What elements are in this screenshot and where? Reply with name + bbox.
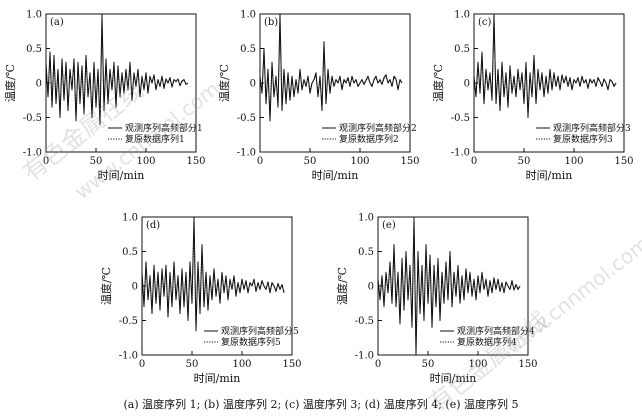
y-axis-title: 温度/℃ [99,267,113,305]
chart-panel-d: 0 50 100 150 -1.0 -0.5 0 0.5 1.0 时间/min 温度/℃ (d) 观测序… [99,213,302,386]
y-tick-label: 1.0 [122,213,138,224]
series-line-observed [141,216,285,332]
chart-panel-c: 0 50 100 150 -1.0 -0.5 0 0.5 1.0 时间/min 温度/℃ (c) 观测序… [431,10,634,183]
legend-entry: 复原数据序列5 [221,336,281,348]
y-tick-label: 1.0 [240,10,256,21]
legend-entry: 观测序列高频部分3 [553,122,631,134]
x-tick-label: 0 [43,156,49,167]
x-tick-label: 100 [136,156,155,167]
y-tick-label: -0.5 [451,113,470,124]
x-axis-title: 时间/min [98,169,145,182]
y-tick-label: 0 [464,79,470,90]
x-tick-label: 0 [471,156,477,167]
y-tick-label: 1.0 [26,10,42,21]
x-tick-label: 150 [614,156,633,167]
x-tick-label: 0 [375,359,381,370]
x-tick-label: 0 [139,359,145,370]
legend-entry: 复原数据序列1 [125,133,185,145]
y-tick-label: -0.5 [237,113,256,124]
panel-label: (c) [478,17,492,28]
x-axis-title: 时间/min [194,372,241,385]
figure-caption: (a) 温度序列 1; (b) 温度序列 2; (c) 温度序列 3; (d) … [123,398,519,411]
legend-entry: 观测序列高频部分4 [457,325,535,337]
series-line-observed [45,13,189,125]
x-tick-label: 50 [422,359,435,370]
chart-panel-e: 0 50 100 150 -1.0 -0.5 0 0.5 1.0 时间/min 温度/℃ (e) 观测序… [335,213,538,386]
y-tick-label: -1.0 [237,148,256,159]
x-axis-title: 时间/min [526,169,573,182]
x-tick-label: 100 [232,359,251,370]
x-tick-label: 100 [564,156,583,167]
x-tick-label: 150 [400,156,419,167]
y-tick-label: 0.5 [26,44,42,55]
x-tick-label: 50 [518,156,531,167]
x-tick-label: 0 [257,156,263,167]
panel-label: (b) [264,17,278,28]
y-axis-title: 温度/℃ [335,267,349,305]
y-tick-label: 0.5 [454,44,470,55]
series-line-restored [45,20,189,122]
panel-label: (a) [50,17,64,28]
series-line-observed [473,13,617,118]
x-tick-label: 150 [186,156,205,167]
panel-label: (d) [146,220,160,231]
x-tick-label: 150 [518,359,537,370]
chart-panel-b: 0 50 100 150 -1.0 -0.5 0 0.5 1.0 时间/min 温度/℃ (b) 观测序… [217,10,420,183]
legend-entry: 观测序列高频部分5 [221,325,299,337]
series-line-observed [377,216,521,356]
x-tick-label: 50 [186,359,199,370]
x-tick-label: 100 [350,156,369,167]
x-tick-label: 50 [90,156,103,167]
y-tick-label: 1.0 [358,213,374,224]
x-axis-title: 时间/min [312,169,359,182]
y-tick-label: -0.5 [355,316,374,327]
legend-entry: 观测序列高频部分1 [125,122,203,134]
y-tick-label: 0 [36,79,42,90]
x-tick-label: 100 [468,359,487,370]
y-tick-label: -0.5 [23,113,42,124]
chart-panel-a: 0 50 100 150 -1.0 -0.5 0 0.5 1.0 时间/min 温度/℃ (a) 观测序… [3,10,206,183]
y-tick-label: 1.0 [454,10,470,21]
y-axis-title: 温度/℃ [217,64,231,102]
legend-entry: 复原数据序列4 [457,336,517,348]
y-tick-label: -1.0 [23,148,42,159]
series-line-observed [259,13,403,122]
series-line-restored [141,223,285,328]
y-tick-label: 0.5 [358,247,374,258]
panel-label: (e) [382,220,396,231]
y-tick-label: 0 [368,282,374,293]
x-tick-label: 150 [282,359,301,370]
legend-entry: 复原数据序列3 [553,133,613,145]
y-tick-label: 0 [250,79,256,90]
y-tick-label: 0.5 [240,44,256,55]
y-tick-label: -1.0 [451,148,470,159]
x-axis-title: 时间/min [430,372,477,385]
legend-entry: 复原数据序列2 [339,133,399,145]
y-axis-title: 温度/℃ [3,64,17,102]
legend-entry: 观测序列高频部分2 [339,122,417,134]
y-tick-label: -1.0 [355,351,374,362]
y-tick-label: 0.5 [122,247,138,258]
y-tick-label: 0 [132,282,138,293]
y-tick-label: -0.5 [119,316,138,327]
y-axis-title: 温度/℃ [431,64,445,102]
x-tick-label: 50 [304,156,317,167]
y-tick-label: -1.0 [119,351,138,362]
